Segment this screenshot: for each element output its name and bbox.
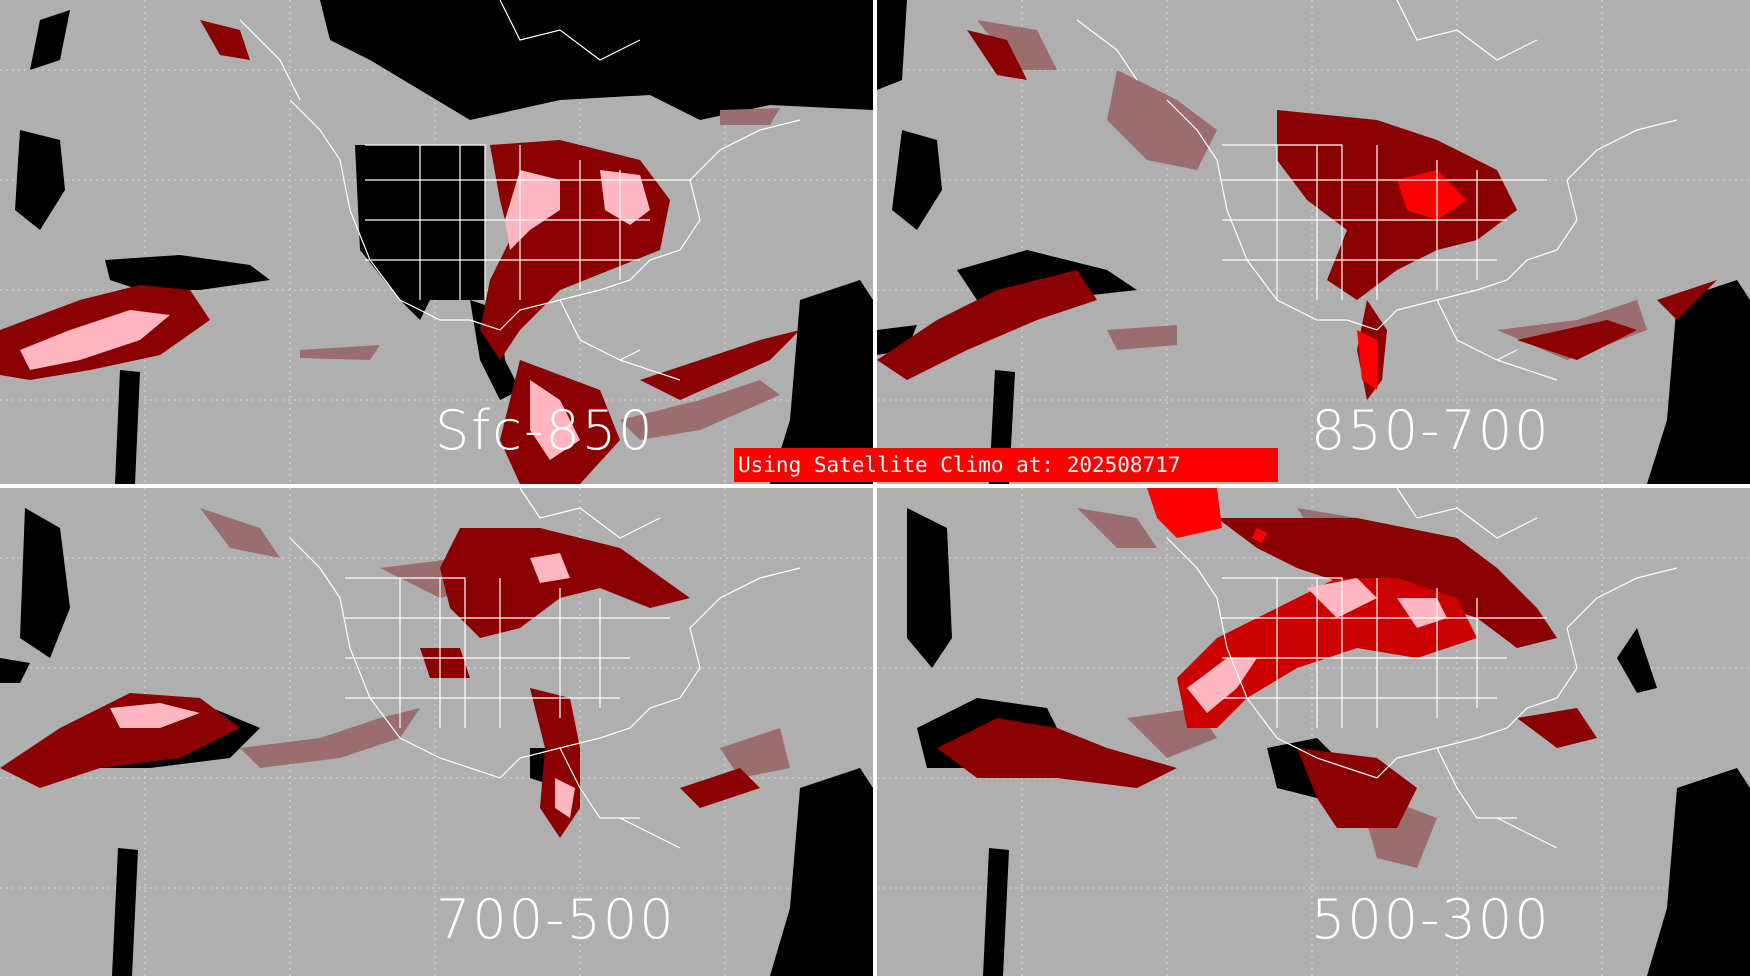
panel-700-500: 700-500 xyxy=(0,488,873,976)
coastlines-and-borders xyxy=(239,0,801,381)
coastlines-and-borders xyxy=(289,488,801,849)
vertical-divider xyxy=(873,0,877,976)
extreme-value-regions xyxy=(1147,488,1267,543)
panel-500-300: 500-300 xyxy=(877,488,1750,976)
panel-label: Sfc-850 xyxy=(435,399,655,462)
map-700-500 xyxy=(0,488,873,976)
panel-sfc-850: Sfc-850 xyxy=(0,0,873,484)
horizontal-divider xyxy=(0,484,1750,488)
map-850-700 xyxy=(877,0,1750,484)
low-value-regions xyxy=(300,108,780,440)
moderate-value-regions xyxy=(877,30,1717,400)
panel-label: 850-700 xyxy=(1311,399,1551,462)
very-high-value-regions xyxy=(20,170,650,460)
no-data-regions xyxy=(877,0,1750,484)
satellite-climo-banner: Using Satellite Climo at: 202508717 xyxy=(734,448,1278,482)
panel-label: 500-300 xyxy=(1311,888,1551,951)
coastlines-and-borders xyxy=(1166,488,1678,849)
map-sfc-850 xyxy=(0,0,873,484)
panel-label: 700-500 xyxy=(436,888,676,951)
map-500-300 xyxy=(877,488,1750,976)
coastlines-and-borders xyxy=(1076,0,1678,381)
extreme-value-regions xyxy=(1357,170,1467,390)
panel-850-700: 850-700 xyxy=(877,0,1750,484)
high-value-regions xyxy=(1177,578,1477,728)
very-high-value-regions xyxy=(110,553,575,818)
moderate-value-regions xyxy=(0,528,760,838)
